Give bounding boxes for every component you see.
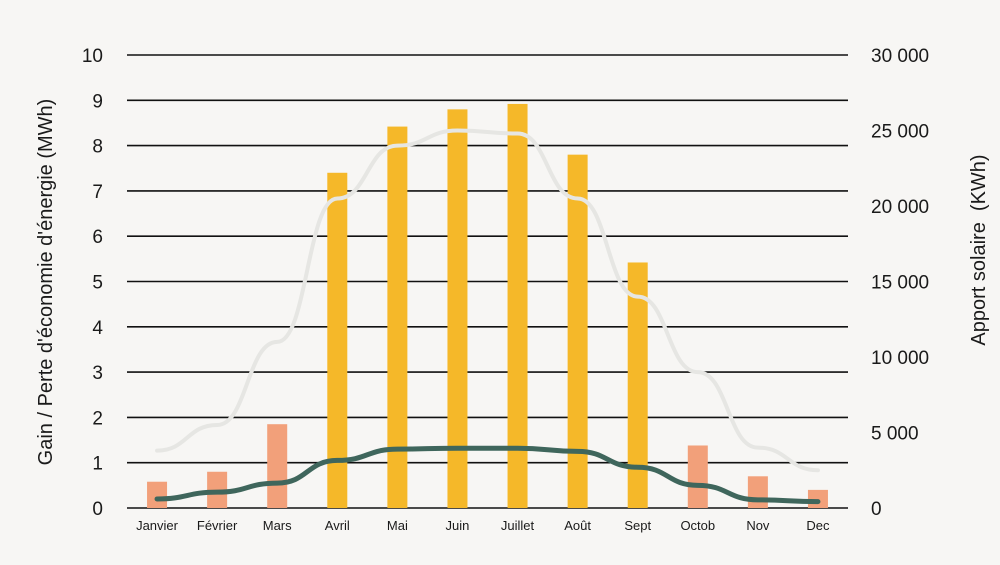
y-tick-label: 6 (92, 227, 103, 248)
right-axis-ticks: 0 5 000 10 000 15 000 20 000 25 000 30 000 (871, 46, 929, 520)
bar (747, 476, 768, 508)
x-tick-label: Juillet (501, 518, 535, 533)
x-tick-label: Nov (746, 518, 770, 533)
y2-tick-label: 15 000 (871, 273, 929, 294)
y2-tick-label: 5 000 (871, 424, 919, 445)
bar (627, 262, 648, 508)
y-tick-label: 5 (92, 273, 103, 294)
y2-tick-label: 20 000 (871, 197, 929, 218)
y-tick-label: 4 (92, 318, 103, 339)
y-tick-label: 8 (92, 137, 103, 158)
bar (267, 424, 288, 508)
bar (387, 126, 408, 508)
y-tick-label: 9 (92, 91, 103, 112)
x-tick-label: Octob (680, 518, 715, 533)
x-tick-label: Sept (624, 518, 651, 533)
bar (567, 154, 588, 508)
x-tick-label: Dec (806, 518, 830, 533)
grid-lines (127, 54, 848, 509)
left-axis-ticks: 0 1 2 3 4 5 6 7 8 9 10 (82, 46, 104, 520)
x-tick-label: Mai (387, 518, 408, 533)
x-tick-label: Février (197, 518, 238, 533)
y-tick-label: 7 (92, 182, 103, 203)
x-tick-label: Juin (446, 518, 470, 533)
y-tick-label: 2 (92, 408, 103, 429)
y2-tick-label: 25 000 (871, 122, 929, 143)
bar-series (147, 103, 828, 509)
x-tick-label: Janvier (136, 518, 179, 533)
bar (807, 489, 828, 508)
y-tick-label: 10 (82, 46, 103, 67)
line-series (154, 128, 821, 505)
y2-tick-label: 10 000 (871, 348, 929, 369)
x-tick-label: Août (564, 518, 591, 533)
x-tick-label: Mars (263, 518, 292, 533)
bar (507, 103, 528, 508)
y-tick-label: 3 (92, 363, 103, 384)
solar-line (155, 128, 820, 473)
y-tick-label: 1 (92, 454, 103, 475)
bar (327, 172, 348, 508)
bar (687, 445, 708, 508)
y2-tick-label: 0 (871, 499, 882, 520)
bar (447, 109, 468, 509)
category-labels: Janvier Février Mars Avril Mai Juin Juillet Aoû… (136, 518, 830, 533)
y2-tick-label: 30 000 (871, 46, 929, 67)
x-tick-label: Avril (325, 518, 350, 533)
y2-axis-title: Apport solaire (KWh) (968, 154, 990, 345)
energy-line (154, 445, 821, 505)
y-axis-title: Gain / Perte d'économie d'énergie (MWh) (35, 99, 57, 466)
y-tick-label: 0 (92, 499, 103, 520)
bar (147, 481, 168, 508)
